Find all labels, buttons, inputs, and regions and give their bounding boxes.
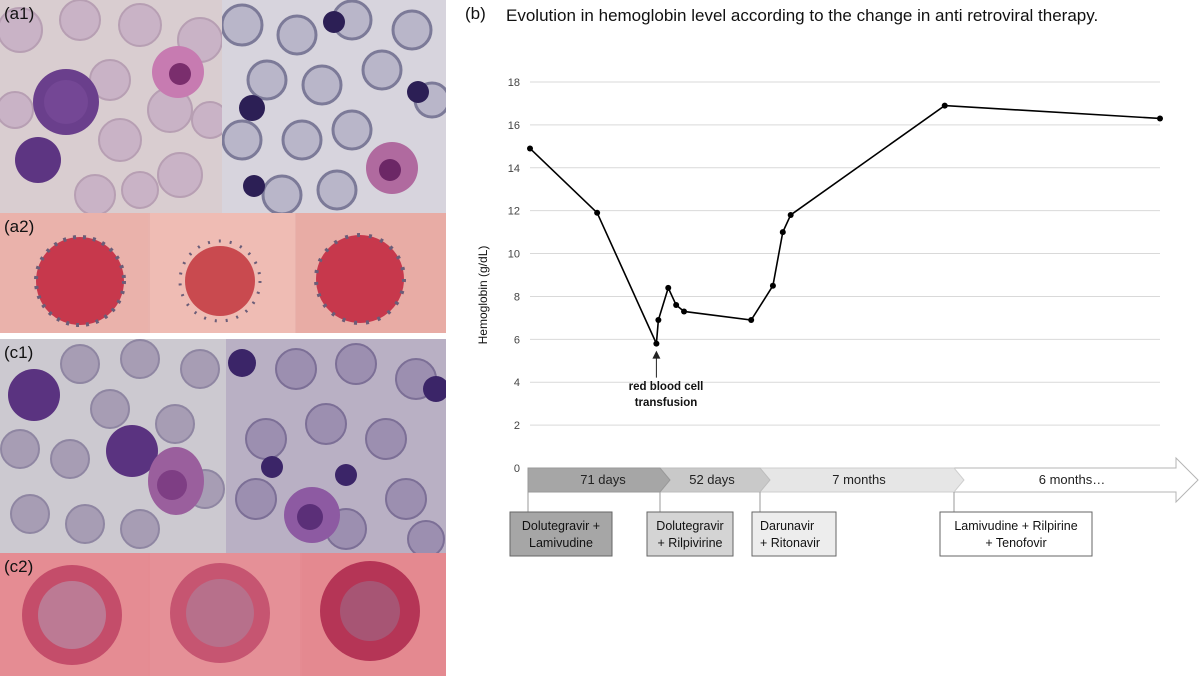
timeline-segment-4 (953, 456, 1199, 504)
therapy-timeline: 71 days 52 days 7 months 6 months… Dolut… (509, 456, 1199, 557)
y-tick-label: 6 (514, 334, 520, 346)
data-point (779, 229, 786, 236)
data-point (665, 284, 672, 291)
data-point (673, 302, 680, 309)
timeline-duration-3: 7 months (832, 472, 886, 487)
y-tick-label: 18 (508, 77, 520, 89)
y-tick-label: 4 (514, 377, 520, 389)
panel-label-b: (b) (465, 4, 486, 23)
annotation-text-line1: red blood cell (629, 381, 704, 393)
data-point (527, 145, 533, 152)
data-point (748, 317, 755, 324)
panel-c1-micrograph: (c1) (0, 339, 446, 553)
data-point (941, 102, 948, 109)
blood-smear-image (228, 343, 446, 553)
y-tick-label: 2 (514, 420, 520, 432)
data-point (653, 340, 660, 347)
series-line (529, 104, 1161, 347)
panel-a1-right-image (222, 0, 446, 213)
panel-a1-left-image (0, 0, 222, 213)
data-points (527, 102, 1163, 347)
blood-smear-image (0, 339, 225, 549)
data-point (594, 209, 601, 216)
data-point (1157, 115, 1163, 122)
data-point (655, 317, 662, 324)
hemoglobin-series-line (529, 104, 1161, 347)
panel-a2-micrograph: (a2) (0, 213, 446, 333)
y-tick-label: 10 (508, 249, 520, 261)
regimen-2-line2: + Rilpivirine (658, 536, 723, 550)
annotation-text-line2: transfusion (635, 397, 698, 409)
transfusion-annotation: red blood cell transfusion (629, 350, 704, 409)
annotation-arrowhead (652, 350, 661, 359)
y-tick-label: 0 (514, 463, 520, 475)
timeline-duration-4: 6 months… (1039, 472, 1105, 487)
panel-label-a1: (a1) (4, 4, 35, 23)
regimen-1-line2: Lamivudine (529, 536, 593, 550)
regimen-4-line1: Lamivudine + Rilpirine (954, 519, 1077, 533)
regimen-box-3 (751, 511, 837, 557)
panel-label-a2: (a2) (4, 217, 35, 236)
y-tick-label: 12 (508, 206, 520, 218)
regimen-box-1 (509, 511, 613, 557)
regimen-box-4 (939, 511, 1093, 557)
blood-smear-image (0, 0, 222, 213)
y-axis-label: Hemoglobin (g/dL) (476, 246, 490, 345)
data-point (681, 308, 688, 315)
y-tick-label: 8 (514, 291, 520, 303)
panel-a1-micrograph: (a1) (0, 0, 446, 213)
panel-label-c1: (c1) (4, 343, 34, 362)
panel-c2-micrograph: (c2) (0, 553, 446, 676)
chart-gridlines (530, 81, 1160, 426)
data-point (769, 282, 776, 289)
timeline-segment-1 (527, 467, 671, 493)
regimen-1-line1: Dolutegravir + (522, 519, 600, 533)
blood-smear-image (222, 0, 446, 213)
blood-smear-closeup-image (0, 553, 446, 676)
regimen-box-2 (646, 511, 734, 557)
timeline-duration-2: 52 days (689, 472, 735, 487)
blood-smear-closeup-image (0, 213, 446, 333)
y-tick-label: 14 (508, 163, 520, 175)
hemoglobin-chart: 0 2 4 6 8 10 12 14 16 18 Hemoglobin (g/dL) red bl… (476, 77, 1199, 557)
chart-title: Evolution in hemoglobin level according … (506, 6, 1099, 25)
y-tick-label: 16 (508, 120, 520, 132)
panel-c1-right-image (226, 339, 446, 553)
regimen-3-line2: + Ritonavir (760, 536, 820, 550)
regimen-3-line1: Darunavir (760, 519, 814, 533)
regimen-2-line1: Dolutegravir (656, 519, 723, 533)
data-point (787, 211, 794, 218)
panel-c1-left-image (0, 339, 226, 553)
panel-label-c2: (c2) (4, 557, 34, 576)
regimen-4-line2: + Tenofovir (985, 536, 1046, 550)
timeline-duration-1: 71 days (580, 472, 626, 487)
y-axis-ticks: 0 2 4 6 8 10 12 14 16 18 (508, 77, 520, 475)
